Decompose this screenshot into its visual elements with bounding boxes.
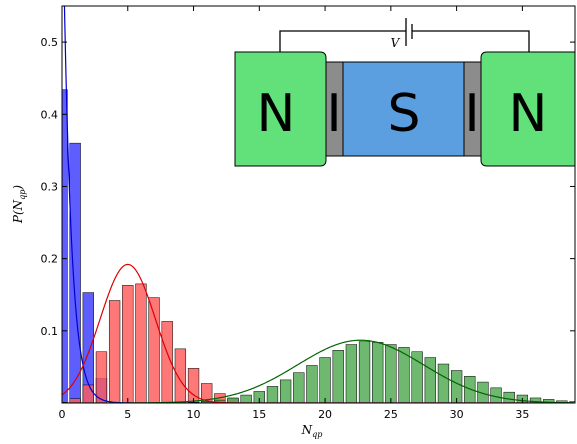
bar-series-1-x-1 bbox=[69, 398, 81, 403]
y-axis-label: P(Nqp) bbox=[11, 185, 27, 225]
x-tick-label-20: 20 bbox=[318, 408, 332, 421]
fit-curve-1 bbox=[62, 263, 574, 403]
axes-frame bbox=[61, 5, 576, 404]
nisin-junction-inset: V N I S I N bbox=[234, 18, 576, 167]
bar-series-1-x-3 bbox=[95, 351, 108, 403]
bar-series-1-x-4 bbox=[108, 300, 121, 403]
x-tick-label-35: 35 bbox=[515, 408, 529, 421]
bar-series-2-x-20 bbox=[319, 357, 331, 403]
bar-series-2-x-13 bbox=[227, 397, 239, 403]
bar-series-0-x-1 bbox=[69, 142, 81, 403]
circuit-wire bbox=[279, 30, 406, 52]
bar-series-2-x-34 bbox=[503, 391, 515, 403]
bar-series-2-x-29 bbox=[437, 363, 450, 403]
inset-letter-i-right: I bbox=[464, 84, 479, 144]
superconductor bbox=[342, 61, 465, 157]
y-tick-label-0.2: 0.2 bbox=[41, 253, 59, 266]
bar-series-2-x-23 bbox=[358, 341, 371, 403]
inset-letter-n-left: N bbox=[257, 84, 296, 144]
bar-series-1-x-2 bbox=[82, 384, 94, 403]
bar-series-2-x-27 bbox=[411, 351, 423, 403]
bar-series-2-x-16 bbox=[266, 386, 279, 403]
x-tick-label-0: 0 bbox=[59, 408, 66, 421]
bar-series-1-x-5 bbox=[122, 285, 134, 403]
bar-series-2-x-18 bbox=[293, 372, 305, 403]
bars-layer bbox=[62, 89, 575, 403]
y-tick-label-0.1: 0.1 bbox=[41, 325, 59, 338]
bar-series-2-x-19 bbox=[306, 365, 318, 403]
y-tick-label-0.4: 0.4 bbox=[41, 108, 59, 121]
bar-series-2-x-21 bbox=[332, 350, 344, 403]
y-tick-label-0.5: 0.5 bbox=[41, 36, 59, 49]
bar-series-2-x-31 bbox=[464, 376, 476, 403]
x-tick-label-5: 5 bbox=[124, 408, 131, 421]
x-tick-label-15: 15 bbox=[252, 408, 266, 421]
x-ticks: 0 5 10 15 20 25 30 35 bbox=[59, 6, 529, 421]
left-normal-electrode bbox=[234, 51, 327, 167]
bar-series-2-x-28 bbox=[424, 357, 436, 403]
y-ticks: 0.1 0.2 0.3 0.4 0.5 bbox=[41, 36, 575, 338]
x-tick-label-25: 25 bbox=[384, 408, 398, 421]
bar-series-2-x-14 bbox=[240, 394, 252, 403]
x-axis-label: Nqp bbox=[301, 423, 323, 439]
bar-series-2-x-32 bbox=[477, 381, 489, 403]
y-tick-label-0.3: 0.3 bbox=[41, 180, 59, 193]
bar-series-2-x-37 bbox=[543, 399, 555, 403]
right-normal-electrode bbox=[480, 51, 576, 167]
x-tick-label-30: 30 bbox=[450, 408, 464, 421]
bar-series-1-x-9 bbox=[174, 348, 187, 403]
bar-series-1-x-6 bbox=[135, 283, 147, 403]
bar-series-2-x-25 bbox=[385, 344, 397, 403]
circuit-wire-right bbox=[412, 30, 530, 52]
bar-series-2-x-22 bbox=[345, 344, 358, 403]
bar-series-2-x-24 bbox=[372, 342, 384, 403]
bar-series-2-x-17 bbox=[279, 379, 292, 403]
inset-letter-n-right: N bbox=[509, 84, 548, 144]
inset-letter-i-left: I bbox=[326, 84, 341, 144]
bar-series-1-x-10 bbox=[187, 368, 200, 403]
inset-letter-s: S bbox=[387, 84, 420, 144]
bar-series-1-x-11 bbox=[201, 383, 213, 403]
x-tick-label-10: 10 bbox=[187, 408, 201, 421]
bar-series-2-x-15 bbox=[253, 391, 265, 403]
bar-series-0-x-2 bbox=[82, 292, 94, 403]
voltage-label: V bbox=[391, 36, 401, 50]
bar-series-2-x-26 bbox=[398, 347, 410, 403]
bar-series-2-x-36 bbox=[529, 397, 542, 403]
